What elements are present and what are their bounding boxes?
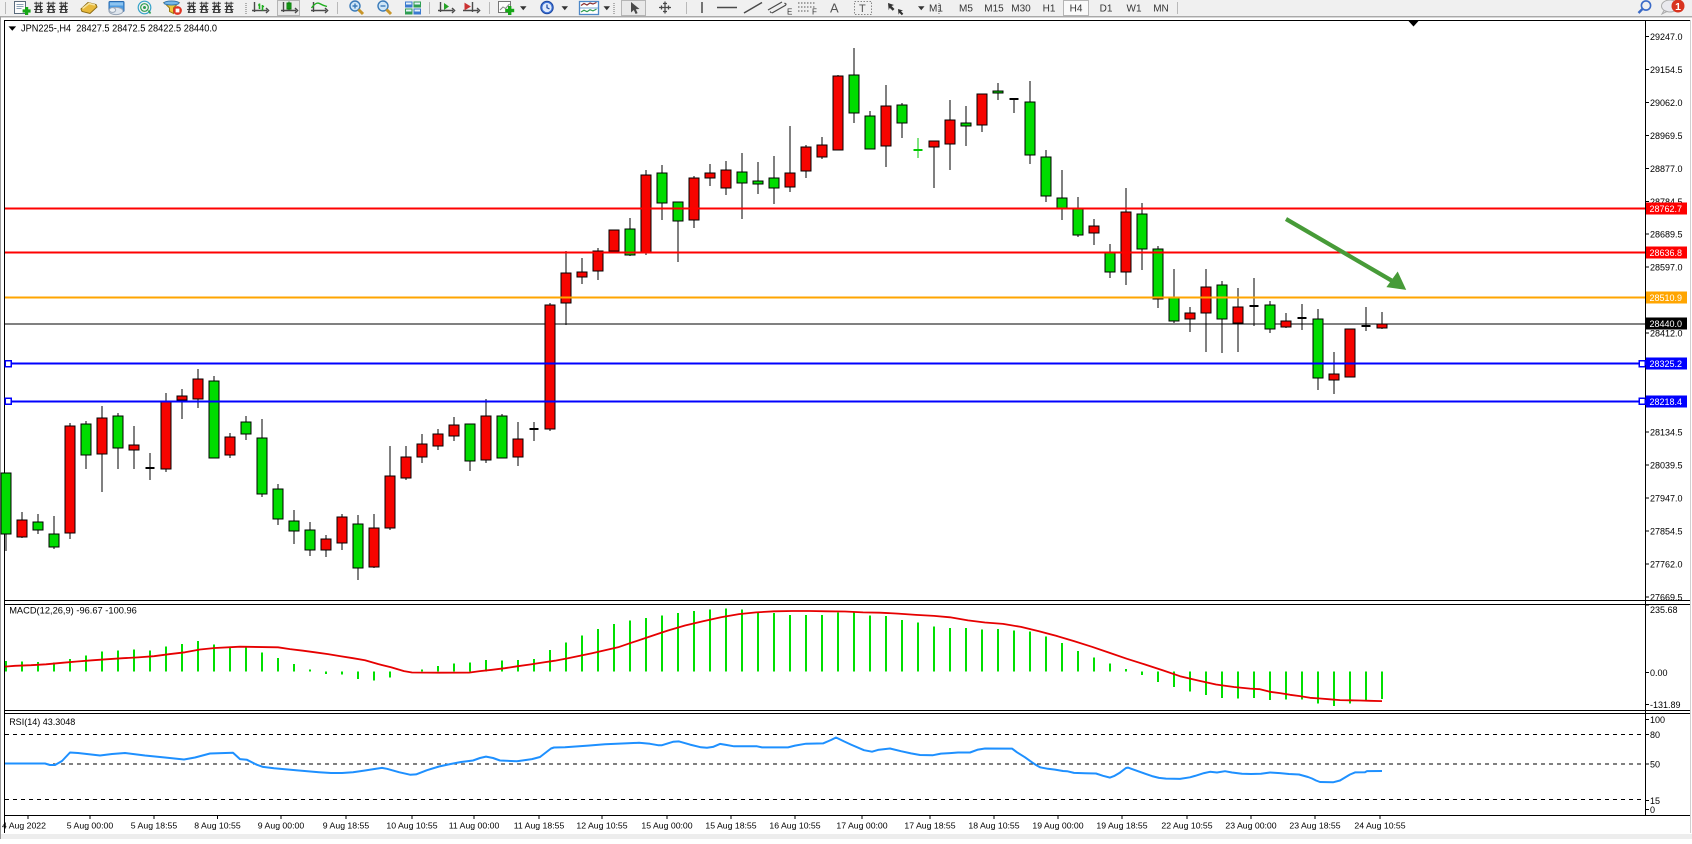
svg-text:28218.4: 28218.4 <box>1650 397 1683 407</box>
svg-text:M5: M5 <box>959 4 973 15</box>
svg-text:12 Aug 10:55: 12 Aug 10:55 <box>576 821 627 831</box>
svg-text:29154.5: 29154.5 <box>1650 65 1683 75</box>
svg-text:M1: M1 <box>929 4 943 15</box>
svg-text:MACD(12,26,9) -96.67 -100.96: MACD(12,26,9) -96.67 -100.96 <box>9 606 137 616</box>
svg-text:100: 100 <box>1650 715 1665 725</box>
svg-text:8 Aug 10:55: 8 Aug 10:55 <box>194 821 241 831</box>
svg-text:T: T <box>859 3 866 15</box>
svg-text:15: 15 <box>1650 796 1660 806</box>
svg-text:M15: M15 <box>984 4 1004 15</box>
svg-text:235.68: 235.68 <box>1650 605 1678 615</box>
svg-text:28440.0: 28440.0 <box>1650 319 1683 329</box>
svg-text:27854.5: 27854.5 <box>1650 526 1683 536</box>
svg-text:28689.5: 28689.5 <box>1650 230 1683 240</box>
svg-text:11 Aug 00:00: 11 Aug 00:00 <box>449 821 500 831</box>
svg-text:9 Aug 18:55: 9 Aug 18:55 <box>323 821 370 831</box>
svg-text:19 Aug 00:00: 19 Aug 00:00 <box>1032 821 1083 831</box>
svg-text:5 Aug 18:55: 5 Aug 18:55 <box>131 821 178 831</box>
svg-text:29062.0: 29062.0 <box>1650 98 1683 108</box>
svg-text:9 Aug 00:00: 9 Aug 00:00 <box>258 821 305 831</box>
svg-text:28134.5: 28134.5 <box>1650 428 1683 438</box>
svg-text:18 Aug 10:55: 18 Aug 10:55 <box>968 821 1019 831</box>
svg-text:17 Aug 18:55: 17 Aug 18:55 <box>904 821 955 831</box>
svg-text:24 Aug 10:55: 24 Aug 10:55 <box>1354 821 1405 831</box>
svg-text:15 Aug 18:55: 15 Aug 18:55 <box>705 821 756 831</box>
svg-text:D1: D1 <box>1100 4 1113 15</box>
svg-text:23 Aug 00:00: 23 Aug 00:00 <box>1225 821 1276 831</box>
svg-text:22 Aug 10:55: 22 Aug 10:55 <box>1161 821 1212 831</box>
svg-text:80: 80 <box>1650 730 1660 740</box>
svg-text:H1: H1 <box>1043 4 1056 15</box>
svg-text:19 Aug 18:55: 19 Aug 18:55 <box>1096 821 1147 831</box>
svg-text:F: F <box>812 8 817 17</box>
svg-text:28784.5: 28784.5 <box>1650 197 1683 207</box>
svg-text:E: E <box>787 8 792 17</box>
svg-text:5 Aug 00:00: 5 Aug 00:00 <box>67 821 114 831</box>
svg-text:28039.5: 28039.5 <box>1650 461 1683 471</box>
svg-text:28325.2: 28325.2 <box>1650 359 1683 369</box>
svg-text:RSI(14) 43.3048: RSI(14) 43.3048 <box>9 717 75 727</box>
svg-text:JPN225-,H4 28427.5 28472.5 28: JPN225-,H4 28427.5 28472.5 28422.5 28440… <box>21 24 217 35</box>
svg-text:28969.5: 28969.5 <box>1650 131 1683 141</box>
svg-text:16 Aug 10:55: 16 Aug 10:55 <box>769 821 820 831</box>
svg-text:15 Aug 00:00: 15 Aug 00:00 <box>641 821 692 831</box>
svg-text:0.00: 0.00 <box>1650 668 1668 678</box>
svg-text:4 Aug 2022: 4 Aug 2022 <box>2 821 46 831</box>
svg-text:28877.0: 28877.0 <box>1650 164 1683 174</box>
svg-text:A: A <box>830 1 839 16</box>
svg-text:27669.5: 27669.5 <box>1650 592 1683 602</box>
svg-text:27762.0: 27762.0 <box>1650 559 1683 569</box>
svg-text:MN: MN <box>1153 4 1169 15</box>
svg-text:28510.9: 28510.9 <box>1650 293 1683 303</box>
svg-text:W1: W1 <box>1127 4 1142 15</box>
svg-text:H4: H4 <box>1070 4 1083 15</box>
svg-text:28597.0: 28597.0 <box>1650 263 1683 273</box>
svg-text:-131.89: -131.89 <box>1650 700 1681 710</box>
svg-text:28636.8: 28636.8 <box>1650 248 1683 258</box>
svg-text:10 Aug 10:55: 10 Aug 10:55 <box>386 821 437 831</box>
svg-text:27947.0: 27947.0 <box>1650 493 1683 503</box>
svg-text:29247.0: 29247.0 <box>1650 32 1683 42</box>
svg-text:50: 50 <box>1650 760 1660 770</box>
svg-text:11 Aug 18:55: 11 Aug 18:55 <box>514 821 565 831</box>
svg-text:17 Aug 00:00: 17 Aug 00:00 <box>836 821 887 831</box>
svg-text:28762.7: 28762.7 <box>1650 204 1683 214</box>
svg-text:23 Aug 18:55: 23 Aug 18:55 <box>1289 821 1340 831</box>
svg-text:M30: M30 <box>1011 4 1031 15</box>
svg-text:1: 1 <box>1675 1 1681 13</box>
svg-text:0: 0 <box>1650 805 1655 815</box>
svg-text:28412.0: 28412.0 <box>1650 329 1683 339</box>
